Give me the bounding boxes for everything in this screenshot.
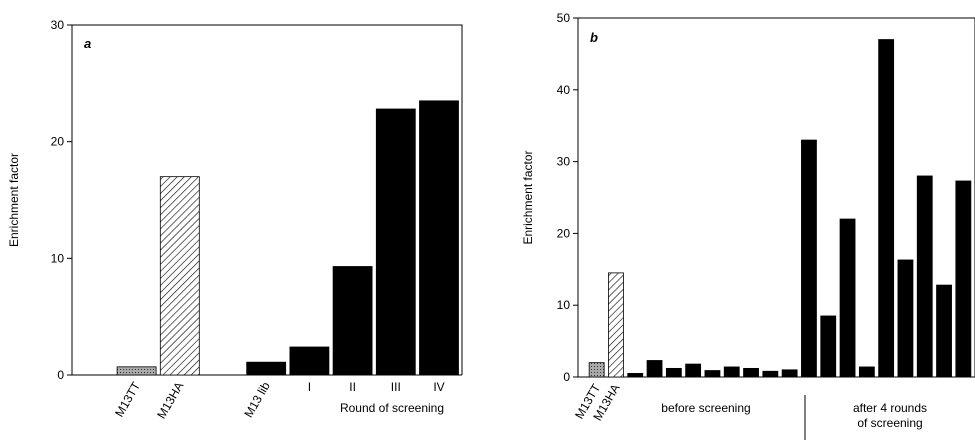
y-tick-label: 50	[557, 11, 571, 25]
y-tick-label: 0	[563, 370, 570, 384]
bar	[781, 369, 798, 378]
panel-label: a	[84, 36, 91, 51]
bar	[897, 259, 914, 378]
bar	[588, 362, 605, 378]
panel-label: b	[590, 30, 598, 45]
bar	[116, 366, 157, 376]
bar	[608, 272, 624, 378]
frame	[577, 17, 975, 377]
bar	[375, 108, 416, 376]
y-tick-label: 40	[557, 83, 571, 97]
bar	[665, 367, 682, 378]
y-tick-label: 20	[557, 226, 571, 240]
bar	[646, 360, 663, 378]
bar	[936, 284, 952, 378]
x-tick-label: IV	[433, 380, 444, 394]
x-axis-label: Round of screening	[340, 401, 444, 415]
bar	[419, 100, 459, 376]
x-tick-label: M13TT	[112, 379, 143, 419]
x-tick-label: M13HA	[154, 380, 186, 422]
frame	[71, 24, 463, 375]
x-tick-label: III	[391, 380, 401, 394]
bar	[916, 175, 933, 378]
bar	[955, 180, 972, 378]
y-axis-label: Enrichment factor	[7, 153, 21, 247]
bar	[839, 218, 856, 378]
bar	[878, 39, 895, 378]
y-tick-label: 30	[557, 155, 571, 169]
y-tick-label: 10	[557, 298, 571, 312]
bar	[762, 370, 779, 378]
group-label: after 4 rounds	[853, 401, 927, 415]
bar	[723, 366, 740, 378]
x-tick-label: II	[349, 380, 356, 394]
x-tick-label: I	[308, 380, 311, 394]
group-label: before screening	[661, 401, 750, 415]
bar	[743, 367, 759, 378]
group-label: of screening	[857, 416, 922, 430]
bar	[332, 266, 373, 376]
y-axis-label: Enrichment factor	[521, 150, 535, 244]
bar	[159, 176, 200, 376]
bar	[685, 363, 702, 378]
bar	[801, 139, 817, 378]
bar	[289, 346, 330, 376]
bar	[820, 315, 837, 378]
bar	[627, 373, 644, 378]
y-tick-label: 0	[57, 368, 64, 382]
y-tick-label: 30	[51, 18, 65, 32]
y-tick-label: 20	[51, 135, 65, 149]
y-tick-label: 10	[51, 251, 65, 265]
bar	[704, 370, 721, 378]
bar	[858, 366, 875, 378]
x-tick-label: M13 lib	[241, 379, 273, 420]
bar	[246, 361, 287, 376]
